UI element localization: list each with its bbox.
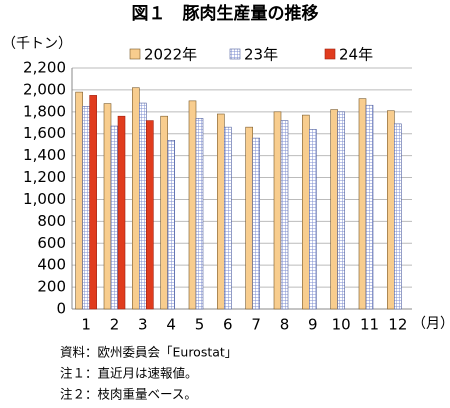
y-tick-label: 600	[37, 234, 66, 252]
x-tick-label: 9	[308, 316, 318, 334]
bar	[132, 87, 140, 310]
bar	[110, 125, 119, 310]
bar	[280, 120, 289, 310]
legend-label: 23年	[244, 46, 278, 64]
x-unit: （月）	[412, 316, 450, 332]
x-tick-label: 8	[280, 316, 290, 334]
x-tick-label: 12	[388, 316, 407, 334]
y-tick-label: 200	[37, 278, 66, 296]
bar	[82, 106, 90, 310]
bar	[394, 123, 402, 310]
y-tick-label: 1,000	[23, 190, 66, 208]
y-unit: （千トン）	[2, 36, 72, 52]
bar	[139, 102, 147, 310]
bar	[195, 118, 204, 310]
x-tick-label: 11	[360, 316, 379, 334]
y-tick-label: 1,200	[23, 168, 66, 186]
bar	[358, 98, 367, 310]
y-tick-label: 1,600	[23, 124, 66, 142]
bar	[188, 100, 197, 310]
x-tick-label: 3	[138, 316, 148, 334]
legend-swatch	[129, 48, 141, 60]
bar	[117, 115, 126, 310]
bar	[309, 129, 317, 310]
y-tick-label: 1,400	[23, 146, 66, 164]
y-tick-label: 800	[37, 212, 66, 230]
bar	[273, 111, 282, 310]
bar	[387, 110, 395, 310]
y-tick-label: 1,800	[23, 102, 66, 120]
bar	[337, 111, 345, 310]
bar	[103, 103, 112, 310]
x-tick-label: 2	[110, 316, 120, 334]
bar	[224, 126, 232, 310]
bar	[252, 137, 260, 310]
bar	[146, 120, 154, 310]
x-tick-label: 7	[251, 316, 261, 334]
legend-label: 24年	[339, 46, 373, 64]
bar	[365, 104, 374, 310]
bar	[75, 91, 83, 310]
bar	[245, 126, 253, 310]
bar	[302, 114, 310, 310]
legend-swatch	[229, 48, 241, 60]
x-tick-label: 4	[166, 316, 176, 334]
note: 注２：枝肉重量ベース。	[60, 387, 197, 402]
x-tick-label: 1	[81, 316, 91, 334]
note: 資料：欧州委員会「Eurostat」	[60, 345, 237, 360]
y-tick-label: 2,200	[23, 59, 66, 77]
x-tick-label: 10	[332, 316, 351, 334]
bar	[160, 115, 168, 310]
x-tick-label: 5	[195, 316, 205, 334]
bar	[330, 109, 338, 310]
bar	[167, 140, 175, 310]
y-tick-label: 400	[37, 256, 66, 274]
y-tick-label: 0	[56, 300, 66, 318]
note: 注１：直近月は速報値。	[60, 366, 198, 381]
legend-label: 2022年	[144, 46, 197, 64]
bar	[217, 113, 225, 310]
x-tick-label: 6	[223, 316, 233, 334]
bar	[89, 95, 97, 310]
chart-title: 図１ 豚肉生産量の推移	[132, 3, 319, 24]
legend-swatch	[324, 48, 336, 60]
y-tick-label: 2,000	[23, 80, 66, 98]
